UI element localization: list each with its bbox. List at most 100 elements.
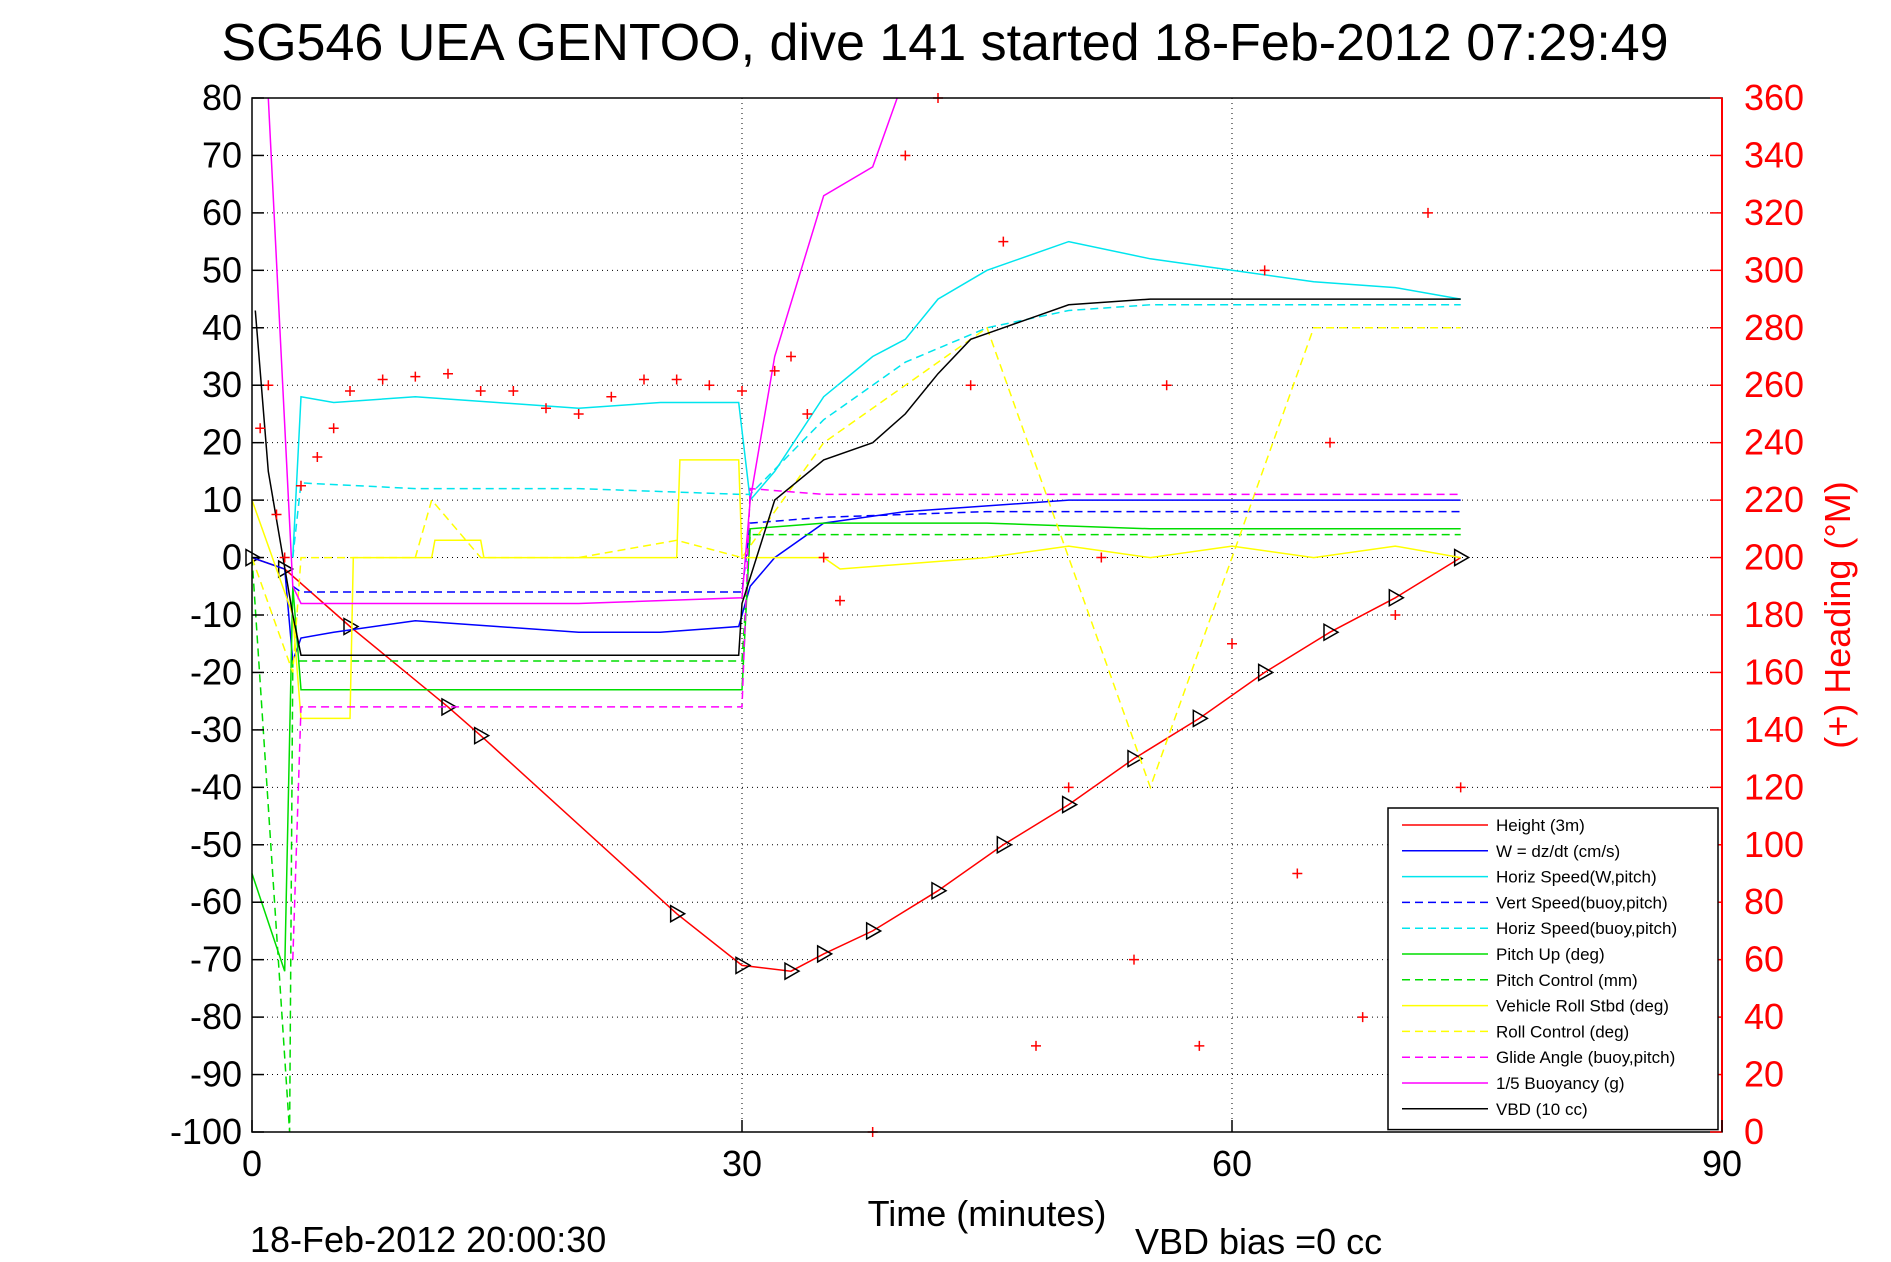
- legend-label: W = dz/dt (cm/s): [1496, 842, 1620, 861]
- height-marker: [1061, 795, 1079, 814]
- series-line-0: [251, 556, 1462, 972]
- chart-title: SG546 UEA GENTOO, dive 141 started 18-Fe…: [221, 14, 1668, 72]
- y2-tick-label: 60: [1744, 939, 1784, 980]
- heading-point: [1455, 782, 1466, 793]
- y2-tick-label: 40: [1744, 996, 1784, 1037]
- heading-point: [1325, 437, 1335, 448]
- height-marker: [1388, 588, 1405, 608]
- heading-point: [639, 374, 649, 385]
- heading-point: [1161, 380, 1172, 391]
- y2-tick-label: 240: [1744, 422, 1804, 463]
- legend-label: Height (3m): [1496, 816, 1585, 835]
- heading-point: [255, 423, 266, 434]
- height-marker: [1127, 749, 1144, 768]
- heading-point: [1129, 954, 1139, 965]
- heading-point: [900, 150, 911, 161]
- legend-label: Horiz Speed(W,pitch): [1496, 868, 1657, 887]
- footer-vbd-bias: VBD bias =0 cc: [1135, 1221, 1382, 1262]
- heading-point: [1390, 610, 1401, 620]
- y-tick-label: -80: [190, 996, 242, 1037]
- heading-point: [1031, 1040, 1041, 1051]
- height-marker: [669, 904, 687, 924]
- heading-point: [508, 385, 519, 396]
- y2-tick-label: 360: [1744, 77, 1804, 118]
- y-tick-label: -60: [190, 881, 242, 922]
- legend-label: Vehicle Roll Stbd (deg): [1496, 997, 1669, 1016]
- x-tick-label: 90: [1702, 1143, 1742, 1184]
- heading-point: [737, 385, 747, 396]
- y-tick-label: 70: [202, 134, 242, 175]
- heading-point: [1096, 552, 1107, 563]
- heading-point: [443, 368, 453, 379]
- y2-tick-label: 180: [1744, 594, 1804, 635]
- y2-tick-label: 0: [1744, 1111, 1764, 1152]
- series-line-6: [251, 533, 1461, 1133]
- series-line-4: [292, 304, 1461, 558]
- y-tick-label: -20: [190, 651, 242, 692]
- y-tick-label: 60: [202, 192, 242, 233]
- series-line-10: [267, 97, 898, 605]
- heading-point: [296, 480, 306, 491]
- y2-tick-label: 300: [1744, 249, 1804, 290]
- heading-point: [271, 509, 282, 520]
- heading-point: [279, 552, 290, 563]
- legend: Height (3m) W = dz/dt (cm/s) Horiz Speed(W…: [1387, 807, 1719, 1131]
- y-tick-label: -90: [190, 1054, 242, 1095]
- plot-series: [245, 97, 1471, 1133]
- y2-tick-label: 20: [1744, 1054, 1784, 1095]
- heading-point: [818, 552, 829, 563]
- heading-point: [377, 374, 388, 385]
- y2-tick-label: 220: [1744, 479, 1804, 520]
- legend-label: Roll Control (deg): [1496, 1022, 1629, 1041]
- series-line-7: [251, 459, 1461, 720]
- heading-point: [1357, 1012, 1368, 1023]
- y2-tick-label: 200: [1744, 537, 1804, 578]
- y2-tick-label: 120: [1744, 766, 1804, 807]
- y2-tick-label: 340: [1744, 134, 1804, 175]
- heading-point: [998, 236, 1009, 247]
- series-line-11: [254, 298, 1461, 656]
- heading-point: [410, 371, 421, 382]
- x-axis-label: Time (minutes): [868, 1193, 1107, 1234]
- heading-point: [345, 385, 355, 396]
- legend-label: Vert Speed(buoy,pitch): [1496, 893, 1668, 912]
- heading-point: [786, 351, 796, 362]
- height-marker: [473, 726, 491, 745]
- heading-point: [312, 452, 323, 463]
- y-tick-label: 50: [202, 249, 242, 290]
- y-tick-label: -100: [170, 1111, 242, 1152]
- y2-tick-label: 280: [1744, 307, 1804, 348]
- y-tick-label: 0: [222, 537, 242, 578]
- y2-tick-label: 160: [1744, 651, 1804, 692]
- y-tick-label: 30: [202, 364, 242, 405]
- series-line-8: [251, 326, 1461, 790]
- y-tick-label: 20: [202, 422, 242, 463]
- legend-label: Horiz Speed(buoy,pitch): [1496, 919, 1677, 938]
- height-marker: [784, 961, 801, 981]
- legend-box: [1387, 807, 1719, 1131]
- height-marker: [816, 944, 834, 964]
- legend-label: Pitch Control (mm): [1496, 971, 1638, 990]
- x-tick-label: 0: [242, 1143, 262, 1184]
- y2-tick-label: 260: [1744, 364, 1804, 405]
- heading-point: [1063, 782, 1074, 793]
- x-tick-label: 60: [1212, 1143, 1252, 1184]
- height-marker: [996, 835, 1013, 855]
- y2-tick-label: 140: [1744, 709, 1804, 750]
- heading-point: [1292, 868, 1303, 879]
- series-line-2: [292, 240, 1461, 558]
- heading-point: [835, 595, 845, 606]
- heading-point: [1423, 207, 1433, 218]
- y-tick-label: -50: [190, 824, 242, 865]
- y2-tick-label: 100: [1744, 824, 1804, 865]
- legend-label: Pitch Up (deg): [1496, 945, 1605, 964]
- height-marker: [1192, 709, 1209, 728]
- x-tick-label: 30: [722, 1143, 762, 1184]
- y-tick-label: -70: [190, 939, 242, 980]
- y-tick-label: -30: [190, 709, 242, 750]
- heading-point: [671, 374, 682, 385]
- height-marker: [1453, 548, 1471, 567]
- height-marker: [1257, 663, 1275, 682]
- footer-timestamp: 18-Feb-2012 20:00:30: [250, 1219, 606, 1260]
